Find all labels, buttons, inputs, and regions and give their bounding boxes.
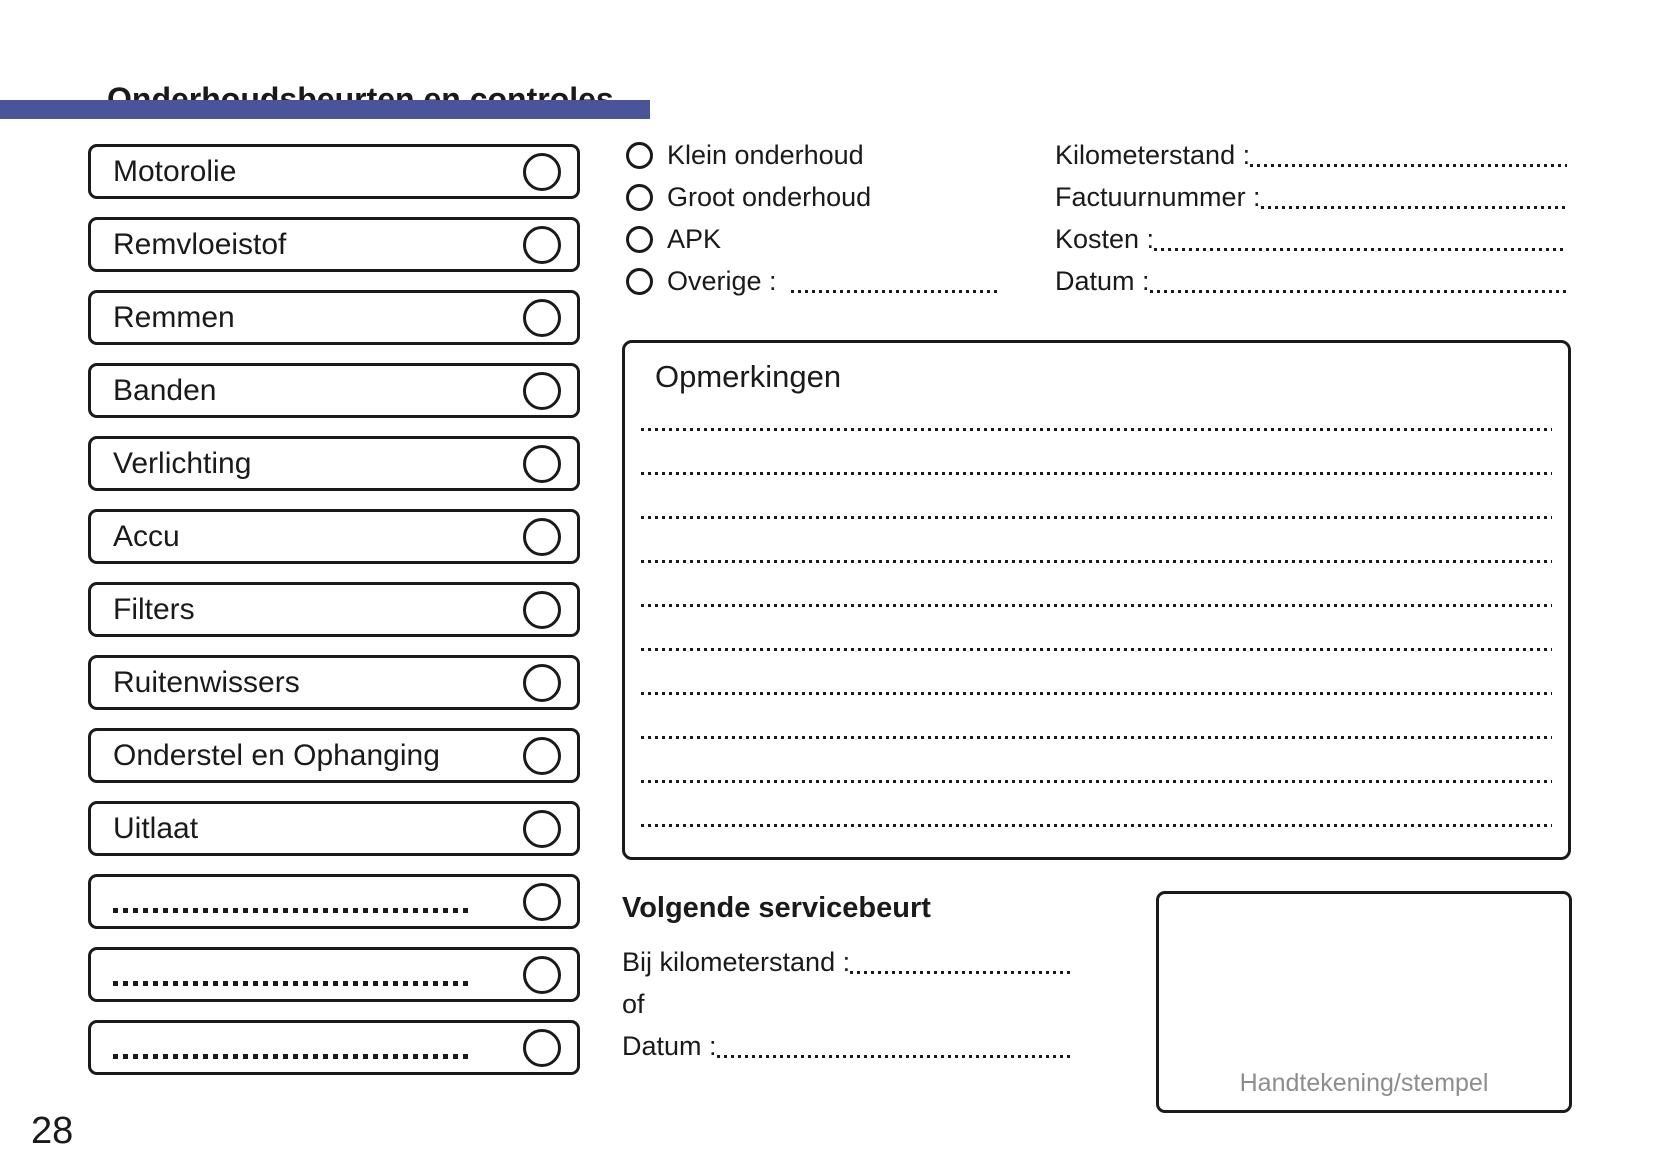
checklist-item-label: Remmen [113,300,235,334]
check-circle[interactable] [523,590,561,629]
write-in-line[interactable] [113,908,468,913]
checklist-row: Motorolie [88,144,580,199]
checklist-row [88,947,580,1002]
field-label: Factuurnummer : [1055,181,1261,212]
check-circle[interactable] [523,663,561,702]
write-in-line[interactable] [1260,205,1567,209]
checklist-row: Onderstel en Ophanging [88,728,580,783]
check-circle[interactable] [523,225,561,264]
checklist-item-label: Banden [113,373,217,407]
checklist-item-label: Verlichting [113,446,252,480]
check-circle[interactable] [523,882,561,921]
checklist-item-label: Accu [113,519,180,553]
checklist-item-label: Motorolie [113,154,237,188]
check-circle[interactable] [523,955,561,994]
write-in-line[interactable] [1154,247,1567,251]
field-row: Kosten : [1055,218,1567,260]
remarks-line[interactable] [641,428,1552,431]
signature-box[interactable]: Handtekening/stempel [1156,891,1572,1113]
checklist-item-label: Onderstel en Ophanging [113,738,440,772]
checklist-item-label: Remvloeistof [113,227,287,261]
check-circle[interactable] [523,517,561,556]
write-in-line[interactable] [790,289,1000,293]
remarks-line[interactable] [641,604,1552,607]
radio-option-label: Overige : [667,265,777,296]
field-label: of [622,988,645,1019]
service-type-option: Klein onderhoud [626,134,1000,176]
checklist-row: Verlichting [88,436,580,491]
signature-label: Handtekening/stempel [1239,1069,1489,1097]
radio-circle[interactable] [626,225,653,253]
page-number: 28 [31,1110,74,1152]
checklist-row: Ruitenwissers [88,655,580,710]
checklist-row [88,1020,580,1075]
remarks-line[interactable] [641,824,1552,827]
field-label: Kilometerstand : [1055,139,1251,170]
field-row: Bij kilometerstand : [622,941,1072,983]
remarks-line[interactable] [641,648,1552,651]
title-underline-bar [0,100,650,119]
radio-circle[interactable] [626,267,653,295]
radio-option-label: APK [667,223,722,254]
service-record-fields: Kilometerstand : Factuurnummer : Kosten … [1055,134,1567,302]
check-circle[interactable] [523,152,561,191]
field-label: Datum : [622,1030,717,1061]
checklist-row [88,874,580,929]
check-circle[interactable] [523,298,561,337]
checklist-item-label: Uitlaat [113,811,199,845]
field-label: Kosten : [1055,223,1155,254]
radio-option-label: Klein onderhoud [667,139,864,170]
checklist-row: Filters [88,582,580,637]
next-service-section: Volgende servicebeurt Bij kilometerstand… [622,892,1072,1067]
remarks-title: Opmerkingen [655,359,842,394]
field-row: Datum : [1055,260,1567,302]
remarks-line[interactable] [641,780,1552,783]
field-label: Datum : [1055,265,1150,296]
remarks-lines [641,428,1552,868]
checklist-row: Uitlaat [88,801,580,856]
checklist-row: Accu [88,509,580,564]
service-type-options: Klein onderhoud Groot onderhoud APK Over… [626,134,1000,302]
service-type-option: Groot onderhoud [626,176,1000,218]
checklist-row: Remvloeistof [88,217,580,272]
field-row: Kilometerstand : [1055,134,1567,176]
check-circle[interactable] [523,736,561,775]
remarks-line[interactable] [641,692,1552,695]
remarks-line[interactable] [641,736,1552,739]
field-row: Factuurnummer : [1055,176,1567,218]
checklist-row: Banden [88,363,580,418]
next-service-fields: Bij kilometerstand : of Datum : [622,941,1072,1067]
radio-circle[interactable] [626,183,653,211]
write-in-line[interactable] [850,970,1072,974]
checklist-item-label: Filters [113,592,195,626]
write-in-line[interactable] [716,1054,1072,1058]
check-circle[interactable] [523,371,561,410]
remarks-line[interactable] [641,472,1552,475]
service-type-option: Overige : [626,260,1000,302]
field-row: Datum : [622,1025,1072,1067]
service-type-option: APK [626,218,1000,260]
next-service-title: Volgende servicebeurt [622,892,931,924]
check-circle[interactable] [523,809,561,848]
radio-option-label: Groot onderhoud [667,181,872,212]
radio-circle[interactable] [626,141,653,169]
write-in-line[interactable] [1250,163,1567,167]
remarks-line[interactable] [641,516,1552,519]
maintenance-checklist: Motorolie Remvloeistof Remmen Banden Ver… [88,144,580,1075]
checklist-item-label: Ruitenwissers [113,665,300,699]
field-row: of [622,983,1072,1025]
check-circle[interactable] [523,444,561,483]
write-in-line[interactable] [1149,289,1567,293]
checklist-row: Remmen [88,290,580,345]
write-in-line[interactable] [113,981,468,986]
remarks-box: Opmerkingen [622,340,1571,860]
remarks-line[interactable] [641,560,1552,563]
write-in-line[interactable] [113,1054,468,1059]
field-label: Bij kilometerstand : [622,946,851,977]
check-circle[interactable] [523,1028,561,1067]
